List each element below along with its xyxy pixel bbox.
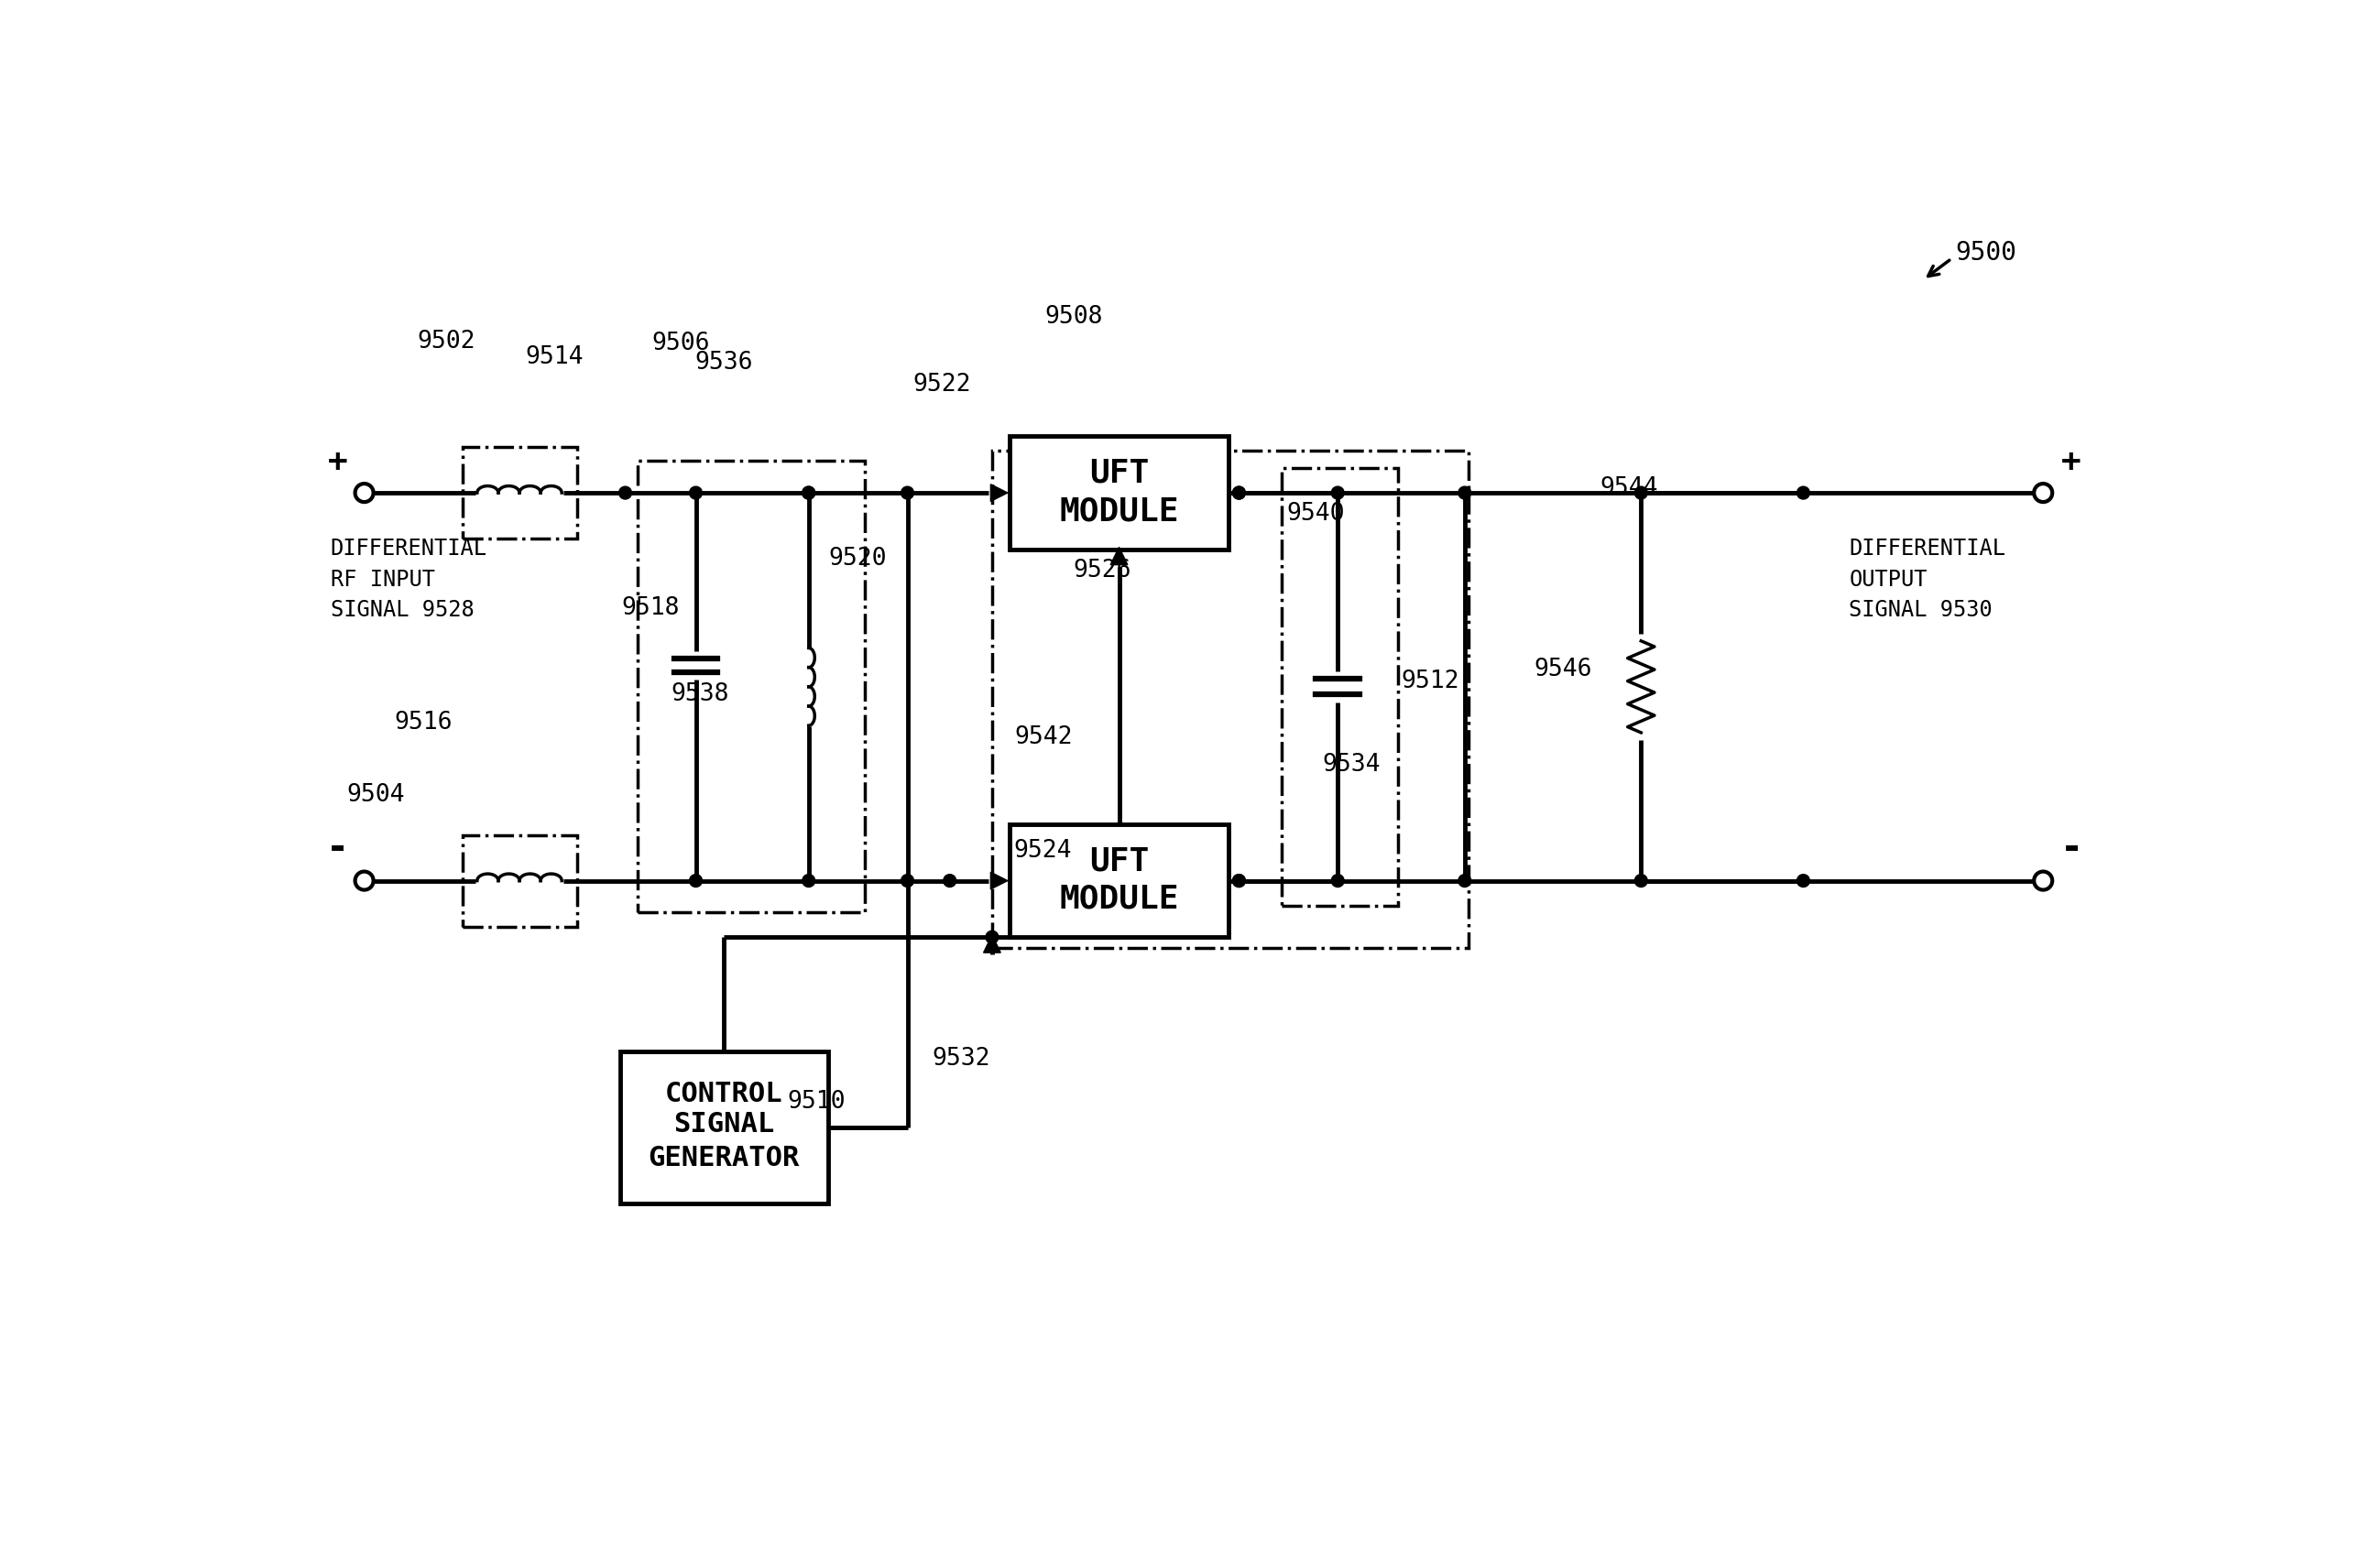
Circle shape: [802, 875, 814, 887]
Text: 9508: 9508: [1045, 304, 1104, 328]
Text: 9540: 9540: [1288, 502, 1345, 525]
Text: 9536: 9536: [694, 351, 753, 375]
Circle shape: [1798, 875, 1809, 887]
Text: 9510: 9510: [788, 1090, 845, 1113]
Circle shape: [1234, 875, 1246, 887]
Circle shape: [1798, 486, 1809, 499]
Circle shape: [689, 875, 703, 887]
Polygon shape: [1111, 547, 1128, 564]
Text: 9532: 9532: [932, 1047, 991, 1071]
Text: -: -: [2059, 829, 2083, 867]
Text: +: +: [328, 447, 347, 478]
Bar: [462, 447, 578, 539]
Text: -: -: [326, 829, 349, 867]
Circle shape: [1330, 875, 1345, 887]
Circle shape: [1234, 486, 1246, 499]
Text: +: +: [2062, 447, 2081, 478]
Circle shape: [944, 875, 955, 887]
Polygon shape: [991, 872, 1007, 889]
Text: DIFFERENTIAL
RF INPUT
SIGNAL 9528: DIFFERENTIAL RF INPUT SIGNAL 9528: [330, 538, 486, 621]
Circle shape: [1458, 875, 1472, 887]
Text: UFT: UFT: [1090, 845, 1149, 877]
Circle shape: [356, 483, 373, 502]
Text: 9506: 9506: [651, 331, 710, 356]
Circle shape: [1330, 486, 1345, 499]
Bar: [1010, 436, 1229, 549]
Text: 9526: 9526: [1073, 558, 1132, 582]
Text: SIGNAL: SIGNAL: [675, 1112, 774, 1138]
Bar: [1281, 469, 1397, 905]
Text: 9522: 9522: [913, 372, 972, 397]
Text: 9518: 9518: [623, 596, 679, 619]
Bar: [620, 1052, 828, 1203]
Bar: [993, 450, 1467, 947]
Text: 9534: 9534: [1321, 753, 1380, 778]
Circle shape: [901, 875, 913, 887]
Circle shape: [1458, 486, 1472, 499]
Text: 9500: 9500: [1956, 240, 2017, 267]
Text: 9504: 9504: [347, 782, 406, 806]
Text: 9502: 9502: [418, 329, 474, 354]
Circle shape: [901, 486, 913, 499]
Text: GENERATOR: GENERATOR: [649, 1145, 800, 1171]
Text: 9512: 9512: [1401, 670, 1460, 693]
Text: UFT: UFT: [1090, 458, 1149, 489]
Polygon shape: [991, 485, 1007, 502]
Text: MODULE: MODULE: [1059, 883, 1180, 914]
Bar: [462, 834, 578, 927]
Text: 9546: 9546: [1533, 657, 1592, 681]
Text: 9516: 9516: [394, 710, 453, 735]
Circle shape: [356, 872, 373, 891]
Text: DIFFERENTIAL
OUTPUT
SIGNAL 9530: DIFFERENTIAL OUTPUT SIGNAL 9530: [1849, 538, 2005, 621]
Circle shape: [802, 486, 814, 499]
Text: 9544: 9544: [1599, 477, 1658, 500]
Bar: [1010, 825, 1229, 938]
Circle shape: [2033, 483, 2052, 502]
Circle shape: [689, 486, 703, 499]
Circle shape: [1635, 486, 1647, 499]
Polygon shape: [984, 935, 1000, 953]
Circle shape: [802, 486, 814, 499]
Circle shape: [1635, 875, 1647, 887]
Text: CONTROL: CONTROL: [665, 1080, 783, 1107]
Circle shape: [1234, 875, 1246, 887]
Text: MODULE: MODULE: [1059, 495, 1180, 527]
Bar: [637, 461, 866, 913]
Text: 9520: 9520: [828, 547, 887, 571]
Circle shape: [2033, 872, 2052, 891]
Circle shape: [986, 931, 998, 944]
Text: 9538: 9538: [670, 682, 729, 707]
Circle shape: [618, 486, 632, 499]
Text: 9542: 9542: [1014, 724, 1073, 750]
Text: 9514: 9514: [526, 345, 583, 370]
Circle shape: [1234, 486, 1246, 499]
Text: 9524: 9524: [1014, 839, 1071, 862]
